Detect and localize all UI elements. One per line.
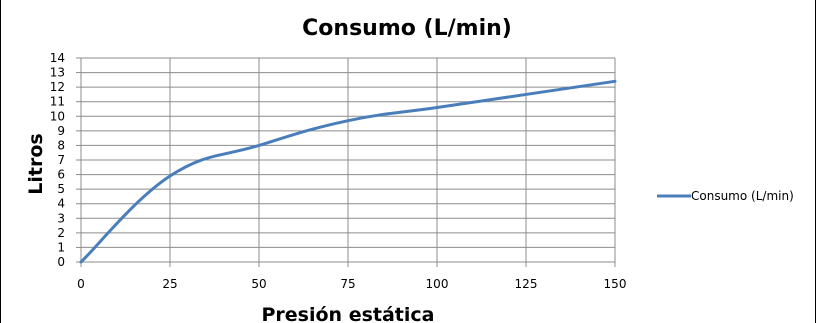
chart-title: Consumo (L/min) — [302, 16, 512, 41]
y-tick-label: 13 — [50, 66, 65, 80]
axes — [76, 57, 616, 267]
series-lines — [79, 79, 617, 264]
y-tick-label: 2 — [57, 226, 65, 240]
y-tick-label: 14 — [50, 51, 65, 65]
y-tick-label: 8 — [57, 138, 65, 152]
x-tick-label: 50 — [251, 277, 266, 291]
y-tick-label: 4 — [57, 197, 65, 211]
x-tick-label: 75 — [340, 277, 355, 291]
y-tick-label: 0 — [57, 255, 65, 269]
x-axis-title: Presión estática — [262, 304, 435, 323]
y-tick-label: 1 — [57, 240, 65, 254]
y-tick-label: 6 — [57, 168, 65, 182]
gridlines — [81, 57, 616, 262]
x-tick-label: 0 — [77, 277, 85, 291]
y-tick-label: 10 — [50, 109, 65, 123]
x-tick-label: 100 — [426, 277, 449, 291]
x-tick-label: 150 — [604, 277, 627, 291]
series-line-0 — [79, 79, 617, 264]
legend-label: Consumo (L/min) — [691, 189, 794, 203]
legend: Consumo (L/min) — [657, 189, 794, 203]
y-tick-label: 5 — [57, 182, 65, 196]
y-tick-label: 9 — [57, 124, 65, 138]
x-tick-label: 125 — [515, 277, 538, 291]
y-tick-label: 3 — [57, 211, 65, 225]
y-tick-label: 12 — [50, 80, 65, 94]
y-tick-label: 7 — [57, 153, 65, 167]
y-tick-label: 11 — [50, 95, 65, 109]
y-axis-title: Litros — [25, 133, 47, 194]
x-tick-label: 25 — [162, 277, 177, 291]
